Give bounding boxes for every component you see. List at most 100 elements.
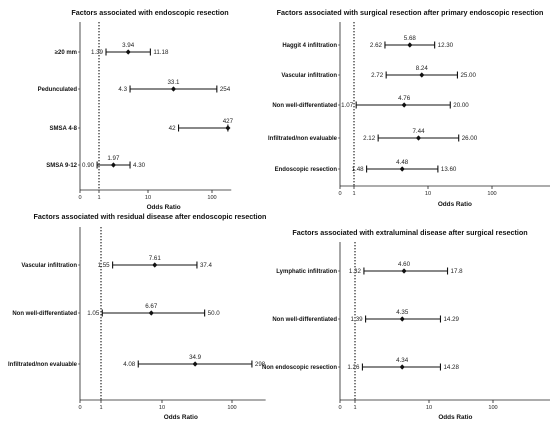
forest-row: Vascular infiltration 7.61 1.55 37.4 <box>21 255 212 269</box>
odds-ratio-label: 8.24 <box>416 65 429 72</box>
ci-lower-label: 1.05 <box>87 310 100 317</box>
odds-ratio-label: 3.94 <box>122 42 135 49</box>
ci-upper-label: 17.8 <box>451 268 464 275</box>
odds-ratio-marker <box>399 364 405 370</box>
forest-row: SMSA 4-8 427 42 <box>50 118 234 132</box>
x-tick-label: 0 <box>78 405 81 411</box>
row-label: ≥20 mm <box>55 50 77 56</box>
ci-upper-label: 12.30 <box>438 42 454 49</box>
x-tick-label: 0 <box>338 405 341 411</box>
odds-ratio-label: 4.34 <box>396 357 409 364</box>
forest-row: Infiltrated/non evaluable 7.44 2.12 26.00 <box>268 128 478 142</box>
row-label: Lymphatic infiltration <box>276 269 337 275</box>
x-tick-label: 10 <box>159 405 165 411</box>
row-label: Non well-differentiated <box>12 311 77 317</box>
x-tick-label: 1 <box>353 405 356 411</box>
ci-lower-label: 4.08 <box>123 361 136 368</box>
ci-lower-label: 2.72 <box>371 72 384 79</box>
ci-upper-label: 14.29 <box>443 316 459 323</box>
ci-lower-label: 42 <box>169 125 176 132</box>
odds-ratio-label: 4.60 <box>398 261 411 268</box>
row-label: Haggit 4 infiltration <box>282 43 337 49</box>
ci-lower-label: 4.3 <box>118 86 127 93</box>
ci-upper-label: 25.00 <box>460 72 476 79</box>
odds-ratio-label: 34.9 <box>189 354 202 361</box>
x-tick-label: 0 <box>78 195 81 201</box>
ci-upper-label: 4.30 <box>133 162 146 169</box>
row-label: Endoscopic resection <box>275 167 338 173</box>
ci-upper-label: 254 <box>220 86 231 93</box>
forest-row: Vascular infiltration 8.24 2.72 25.00 <box>281 65 476 79</box>
ci-upper-label: 20.00 <box>453 102 469 109</box>
x-tick-label: 100 <box>227 405 236 411</box>
panel-endoscopic-resection: Factors associated with endoscopic resec… <box>38 8 234 211</box>
row-label: Vascular infiltration <box>21 263 77 269</box>
odds-ratio-marker <box>125 49 131 55</box>
ci-upper-label: 11.18 <box>153 49 169 56</box>
odds-ratio-marker <box>110 162 117 168</box>
panel-residual-disease: Factors associated with residual disease… <box>8 212 266 421</box>
x-tick-label: 1 <box>99 405 102 411</box>
odds-ratio-marker <box>419 72 425 78</box>
forest-row: Non well-differentiated 4.35 1.39 14.29 <box>272 309 459 323</box>
row-label: Non well-differentiated <box>272 317 337 323</box>
x-tick-label: 1 <box>352 191 355 197</box>
ci-upper-label: 50.0 <box>208 310 221 317</box>
panel-title: Factors associated with surgical resecti… <box>277 8 544 17</box>
ci-lower-label: 1.07 <box>341 102 354 109</box>
forest-row: SMSA 9-12 1.97 0.90 4.30 <box>46 155 145 169</box>
odds-ratio-marker <box>148 310 154 316</box>
ci-upper-label: 298 <box>255 361 266 368</box>
forest-row: Endoscopic resection 4.48 1.48 13.60 <box>275 159 457 173</box>
odds-ratio-label: 1.97 <box>107 155 120 162</box>
row-label: SMSA 4-8 <box>50 126 78 132</box>
odds-ratio-label: 5.68 <box>404 35 417 42</box>
odds-ratio-marker <box>399 166 405 172</box>
ci-lower-label: 1.39 <box>91 49 104 56</box>
forest-row: ≥20 mm 3.94 1.39 11.18 <box>55 42 169 56</box>
ci-upper-label: 26.00 <box>462 135 478 142</box>
odds-ratio-marker <box>415 135 422 141</box>
ci-lower-label: 1.39 <box>351 316 364 323</box>
odds-ratio-label: 33.1 <box>167 79 180 86</box>
odds-ratio-marker <box>170 86 177 92</box>
ci-lower-label: 1.32 <box>349 268 362 275</box>
odds-ratio-label: 4.35 <box>396 309 409 316</box>
x-axis-label: Odds Ratio <box>164 414 198 421</box>
odds-ratio-marker <box>401 268 407 274</box>
panel-surgical-resection: Factors associated with surgical resecti… <box>268 8 550 208</box>
x-tick-label: 10 <box>425 191 431 197</box>
panel-title: Factors associated with residual disease… <box>34 212 267 221</box>
ci-upper-label: 13.60 <box>441 166 457 173</box>
forest-row: Pedunculated 33.1 4.3 254 <box>38 79 231 93</box>
ci-lower-label: 1.48 <box>352 166 365 173</box>
forest-row: Haggit 4 infiltration 5.68 2.62 12.30 <box>282 35 453 49</box>
row-label: Vascular infiltration <box>281 73 337 79</box>
x-axis-label: Odds Ratio <box>438 201 472 208</box>
forest-row: Non endoscopic resection 4.34 1.26 14.28 <box>262 357 460 371</box>
forest-row: Infiltrated/non evaluable 34.9 4.08 298 <box>8 354 266 368</box>
forest-row: Lymphatic infiltration 4.60 1.32 17.8 <box>276 261 463 275</box>
x-tick-label: 0 <box>338 191 341 197</box>
panel-extraluminal-disease: Factors associated with extraluminal dis… <box>262 228 550 421</box>
x-tick-label: 100 <box>488 405 497 411</box>
odds-ratio-label: 427 <box>223 118 234 125</box>
x-tick-label: 10 <box>426 405 432 411</box>
row-label: Infiltrated/non evaluable <box>268 136 338 142</box>
row-label: Non well-differentiated <box>272 103 337 109</box>
odds-ratio-marker <box>152 262 158 268</box>
odds-ratio-label: 4.76 <box>398 95 411 102</box>
odds-ratio-marker <box>407 42 413 48</box>
panel-title: Factors associated with extraluminal dis… <box>292 228 527 237</box>
odds-ratio-label: 6.67 <box>145 303 158 310</box>
odds-ratio-label: 7.61 <box>149 255 162 262</box>
odds-ratio-label: 7.44 <box>412 128 425 135</box>
odds-ratio-marker <box>225 125 231 131</box>
panel-title: Factors associated with endoscopic resec… <box>71 8 228 17</box>
odds-ratio-marker <box>399 316 405 322</box>
x-tick-label: 1 <box>97 195 100 201</box>
x-axis-label: Odds Ratio <box>438 414 472 421</box>
ci-lower-label: 1.55 <box>98 262 111 269</box>
ci-lower-label: 0.90 <box>82 162 95 169</box>
